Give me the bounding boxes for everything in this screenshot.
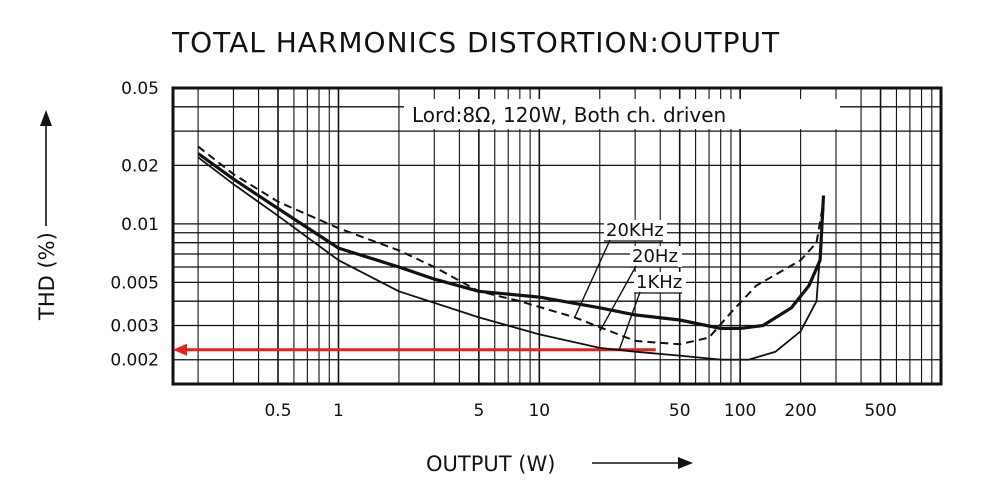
annotation-label: 1KHz xyxy=(636,272,682,293)
annotation-background xyxy=(604,220,667,241)
annotation-leader xyxy=(599,265,637,332)
reference-arrow-head xyxy=(173,343,187,356)
series-lines xyxy=(197,145,826,361)
y-axis-arrow-head xyxy=(40,110,52,126)
y-tick-label: 0.005 xyxy=(110,273,159,293)
annotation-leader xyxy=(618,291,641,351)
plot-area: 20KHz 20Hz 1KHz Lord:8Ω, 120W, Both ch. dr… xyxy=(171,86,943,386)
y-tick-label: 0.02 xyxy=(121,156,159,176)
x-tick-label: 100 xyxy=(724,401,756,421)
x-axis-arrow-head xyxy=(678,457,693,469)
annotation-label: 20Hz xyxy=(632,246,678,267)
y-tick-labels: 0.05 0.02 0.01 0.005 0.003 0.002 xyxy=(110,79,159,371)
x-tick-label: 10 xyxy=(528,401,550,421)
y-tick-label: 0.003 xyxy=(110,316,159,336)
x-tick-label: 1 xyxy=(333,401,344,421)
y-tick-label: 0.002 xyxy=(110,351,159,371)
y-tick-label: 0.01 xyxy=(121,215,159,235)
plot-frame xyxy=(171,86,943,386)
y-tick-label: 0.05 xyxy=(121,79,159,99)
x-tick-label: 50 xyxy=(669,401,691,421)
x-tick-label: 500 xyxy=(864,401,896,421)
series-line-20khz xyxy=(197,145,825,346)
chart-title: TOTAL HARMONICS DISTORTION:OUTPUT xyxy=(171,26,780,59)
curve-annotations: 20KHz 20Hz 1KHz xyxy=(574,220,686,351)
annotation-background xyxy=(630,246,682,267)
series-line-20hz xyxy=(197,152,826,330)
legend-text: Lord:8Ω, 120W, Both ch. driven xyxy=(412,103,726,127)
y-axis-title: THD (%) xyxy=(35,110,59,321)
x-tick-labels: 0.5 1 5 10 50 100 200 500 xyxy=(264,401,896,421)
reference-line-group xyxy=(173,343,656,356)
grid-lines xyxy=(173,88,941,384)
x-tick-label: 5 xyxy=(473,401,484,421)
x-axis-label: OUTPUT (W) xyxy=(426,452,555,476)
series-line-1khz xyxy=(197,156,825,361)
annotation-label: 20KHz xyxy=(606,220,664,241)
legend-box: Lord:8Ω, 120W, Both ch. driven xyxy=(404,99,840,129)
x-tick-label: 0.5 xyxy=(264,401,291,421)
annotation-background xyxy=(634,272,686,293)
x-tick-label: 200 xyxy=(784,401,816,421)
x-axis-title: OUTPUT (W) xyxy=(426,452,693,476)
legend-background xyxy=(404,99,840,129)
annotation-leader xyxy=(574,239,611,318)
y-axis-label: THD (%) xyxy=(35,232,59,321)
